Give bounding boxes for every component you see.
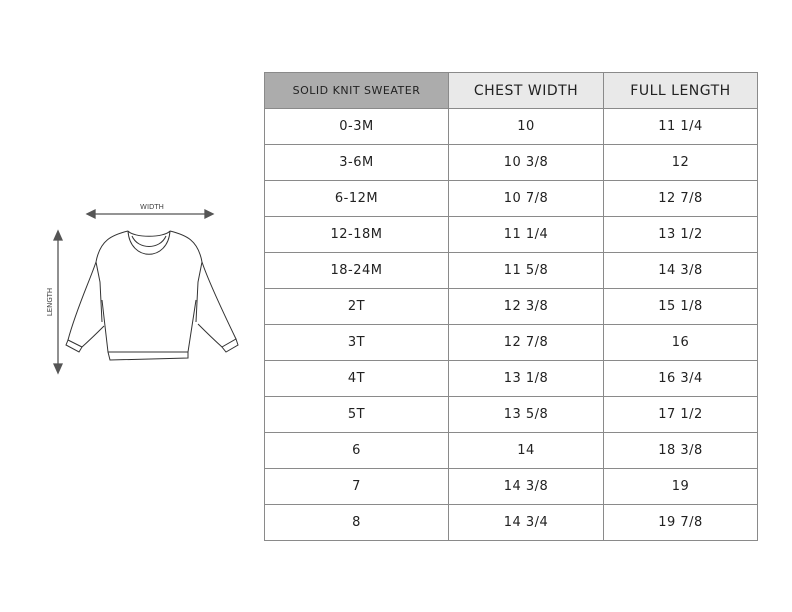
width-arrow bbox=[85, 208, 215, 220]
length-label: LENGTH bbox=[46, 288, 54, 316]
full-length-cell: 11 1/4 bbox=[603, 108, 758, 145]
size-cell: 6-12M bbox=[264, 180, 449, 217]
full-length-cell: 14 3/8 bbox=[603, 252, 758, 289]
header-product: SOLID KNIT SWEATER bbox=[264, 72, 449, 109]
size-cell: 6 bbox=[264, 432, 449, 469]
sweater-drawing bbox=[65, 230, 239, 361]
chest-width-cell: 14 bbox=[448, 432, 604, 469]
full-length-cell: 19 bbox=[603, 468, 758, 505]
table-header-row: SOLID KNIT SWEATER CHEST WIDTH FULL LENG… bbox=[264, 72, 758, 109]
chest-width-cell: 13 5/8 bbox=[448, 396, 604, 433]
full-length-cell: 12 7/8 bbox=[603, 180, 758, 217]
table-row: 18-24M 11 5/8 14 3/8 bbox=[264, 252, 758, 289]
size-cell: 18-24M bbox=[264, 252, 449, 289]
header-chest-width: CHEST WIDTH bbox=[448, 72, 604, 109]
table-row: 3-6M 10 3/8 12 bbox=[264, 144, 758, 181]
full-length-cell: 16 3/4 bbox=[603, 360, 758, 397]
full-length-cell: 16 bbox=[603, 324, 758, 361]
table-row: 7 14 3/8 19 bbox=[264, 468, 758, 505]
size-cell: 0-3M bbox=[264, 108, 449, 145]
table-row: 12-18M 11 1/4 13 1/2 bbox=[264, 216, 758, 253]
table-row: 6 14 18 3/8 bbox=[264, 432, 758, 469]
size-cell: 7 bbox=[264, 468, 449, 505]
size-chart-table: SOLID KNIT SWEATER CHEST WIDTH FULL LENG… bbox=[264, 72, 758, 541]
full-length-cell: 19 7/8 bbox=[603, 504, 758, 541]
table-row: 0-3M 10 11 1/4 bbox=[264, 108, 758, 145]
chest-width-cell: 14 3/4 bbox=[448, 504, 604, 541]
full-length-cell: 15 1/8 bbox=[603, 288, 758, 325]
table-row: 2T 12 3/8 15 1/8 bbox=[264, 288, 758, 325]
full-length-cell: 17 1/2 bbox=[603, 396, 758, 433]
chest-width-cell: 10 7/8 bbox=[448, 180, 604, 217]
full-length-cell: 13 1/2 bbox=[603, 216, 758, 253]
full-length-cell: 12 bbox=[603, 144, 758, 181]
full-length-cell: 18 3/8 bbox=[603, 432, 758, 469]
length-arrow bbox=[52, 229, 64, 375]
chest-width-cell: 14 3/8 bbox=[448, 468, 604, 505]
size-cell: 4T bbox=[264, 360, 449, 397]
width-label: WIDTH bbox=[140, 203, 164, 211]
chest-width-cell: 12 3/8 bbox=[448, 288, 604, 325]
table-row: 4T 13 1/8 16 3/4 bbox=[264, 360, 758, 397]
chest-width-cell: 12 7/8 bbox=[448, 324, 604, 361]
table-row: 3T 12 7/8 16 bbox=[264, 324, 758, 361]
size-cell: 3T bbox=[264, 324, 449, 361]
size-cell: 3-6M bbox=[264, 144, 449, 181]
chest-width-cell: 10 3/8 bbox=[448, 144, 604, 181]
size-cell: 12-18M bbox=[264, 216, 449, 253]
size-cell: 5T bbox=[264, 396, 449, 433]
sweater-illustration: WIDTH LENGTH bbox=[46, 203, 239, 375]
chest-width-cell: 11 1/4 bbox=[448, 216, 604, 253]
table-row: 5T 13 5/8 17 1/2 bbox=[264, 396, 758, 433]
size-cell: 8 bbox=[264, 504, 449, 541]
header-full-length: FULL LENGTH bbox=[603, 72, 758, 109]
chest-width-cell: 10 bbox=[448, 108, 604, 145]
table-row: 8 14 3/4 19 7/8 bbox=[264, 504, 758, 541]
chest-width-cell: 13 1/8 bbox=[448, 360, 604, 397]
size-cell: 2T bbox=[264, 288, 449, 325]
chest-width-cell: 11 5/8 bbox=[448, 252, 604, 289]
table-row: 6-12M 10 7/8 12 7/8 bbox=[264, 180, 758, 217]
